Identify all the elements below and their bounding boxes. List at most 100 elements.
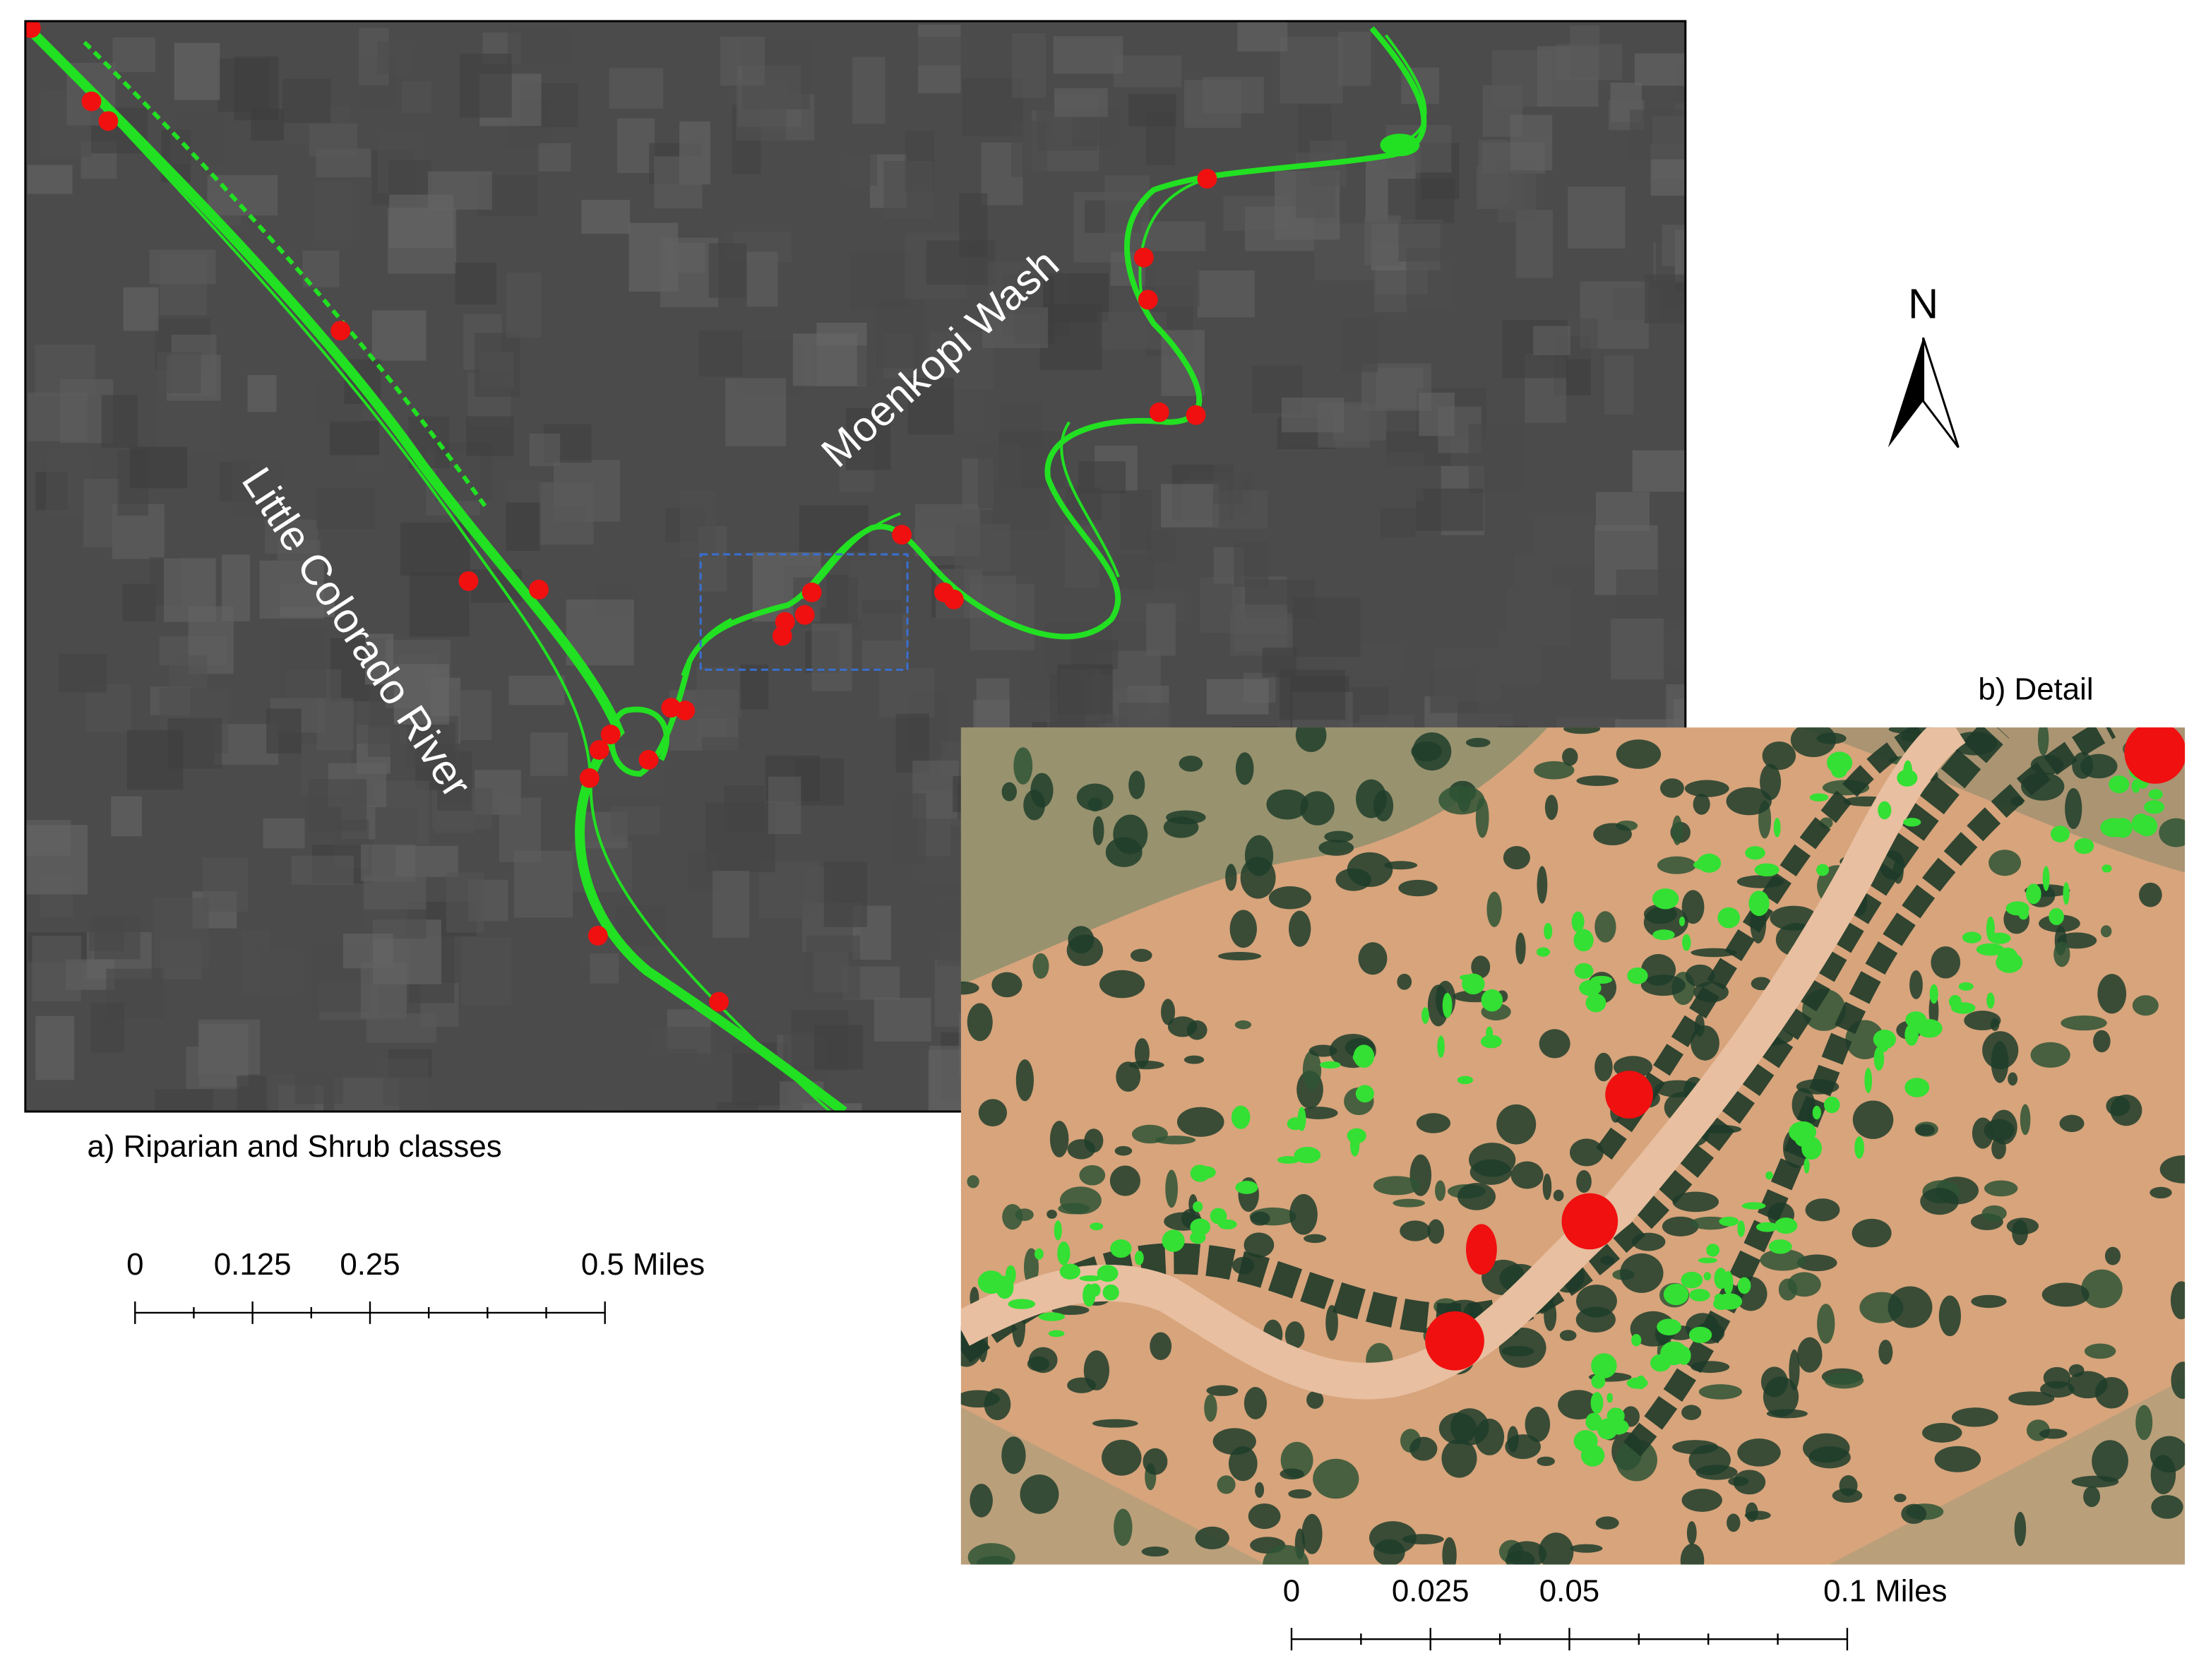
arrow-left [1888, 338, 1924, 448]
pixel [1616, 569, 1685, 619]
shrub [1672, 1191, 1719, 1213]
pixel [123, 287, 159, 331]
vegetation-patch [1097, 1265, 1119, 1282]
shrub [1760, 763, 1782, 800]
shrub [1228, 1446, 1258, 1482]
pixel [401, 81, 432, 114]
sample-point [1197, 169, 1217, 189]
shrub [1032, 953, 1049, 979]
shrub [1991, 1137, 2006, 1160]
vegetation-patch [1997, 947, 2019, 972]
pixel [27, 165, 73, 194]
shrub [1538, 1532, 1574, 1565]
pixel [32, 936, 81, 1002]
shrub [960, 981, 979, 995]
shrub [1616, 1438, 1657, 1482]
shrub [967, 1003, 993, 1042]
shrub [1951, 1407, 1998, 1427]
shrub [1525, 1406, 1551, 1442]
vegetation-patch [1218, 1219, 1237, 1229]
sample-point [794, 604, 815, 625]
shrub [1681, 890, 1705, 924]
pixel [234, 56, 279, 121]
shrub [2097, 974, 2127, 1014]
shrub [1733, 1470, 1766, 1495]
pixel [282, 78, 331, 124]
shrub [1325, 1304, 1338, 1341]
shrub [1302, 1050, 1322, 1090]
shrub [1304, 1234, 1327, 1244]
shrub [1051, 1305, 1090, 1316]
vegetation-patch [1544, 922, 1553, 940]
pixel [846, 407, 890, 470]
shrub [2092, 1440, 2128, 1482]
shrub [1416, 1113, 1451, 1133]
shrub [1981, 1205, 2007, 1222]
shrub [1015, 1059, 1034, 1102]
vegetation-patch [1745, 846, 1765, 860]
pixel [1419, 393, 1455, 436]
shrub [1563, 727, 1601, 734]
wash-vegetation [681, 34, 1427, 677]
shrub [1728, 1476, 1749, 1487]
shrub [1301, 1513, 1323, 1554]
shrub [1553, 1189, 1564, 1202]
shrub [1013, 747, 1033, 785]
pixel [1203, 76, 1264, 114]
panel-a: Little Colorado River Moenkopi Wash [25, 20, 1686, 1112]
shrub [1515, 932, 1526, 965]
shrub [1745, 1502, 1758, 1523]
pixel [1097, 311, 1167, 350]
vegetation-patch [1688, 1326, 1712, 1343]
pixel [861, 600, 903, 641]
pixel [202, 857, 249, 912]
pixel [746, 251, 778, 307]
shrub [2030, 1042, 2070, 1068]
shrub [1805, 1198, 1840, 1222]
shrub [1537, 866, 1548, 904]
vegetation-patch [1631, 1334, 1642, 1347]
shrub [1128, 770, 1145, 799]
shrub [1922, 1422, 1962, 1443]
vegetation-patch [1319, 1061, 1341, 1069]
shrub [1852, 1218, 1892, 1248]
shrub [1657, 856, 1697, 874]
sample-point [772, 626, 792, 646]
panel-b-caption: b) Detail [1978, 672, 2093, 706]
pixel [794, 758, 845, 806]
pixel [708, 243, 746, 298]
pixel [702, 737, 765, 778]
sample-point [1605, 1071, 1654, 1119]
shrub [1534, 761, 1575, 780]
shrub [1235, 752, 1254, 785]
pixel [814, 1025, 864, 1070]
sample-point [1466, 1224, 1497, 1275]
pixel [1634, 53, 1686, 86]
pixel [631, 1049, 698, 1112]
sample-point [1561, 1193, 1618, 1250]
pixel [878, 667, 935, 717]
vegetation-patch [2109, 775, 2130, 794]
pixel [1160, 484, 1220, 528]
panel-b [960, 707, 2186, 1565]
sample-point [943, 589, 964, 609]
river-vegetation [25, 24, 847, 1112]
pixel [400, 522, 470, 576]
pixel [506, 272, 542, 338]
shrub [1076, 783, 1114, 811]
shrub [1737, 1438, 1781, 1467]
pixel [1513, 555, 1552, 593]
vegetation-patch [1235, 1181, 1258, 1194]
sample-point [600, 725, 621, 745]
shrub [1250, 1211, 1270, 1226]
vegetation-patch [1892, 707, 1913, 725]
vegetation-patch [1737, 1220, 1746, 1237]
vegetation-patch [1816, 864, 1830, 876]
vegetation-patch [1698, 1257, 1717, 1263]
shrub [1576, 775, 1619, 787]
shrub [1817, 1304, 1835, 1344]
shrub [1726, 787, 1772, 816]
shrub [1047, 1209, 1057, 1219]
vegetation-patch [1536, 947, 1550, 957]
vegetation-patch [1864, 1068, 1873, 1093]
